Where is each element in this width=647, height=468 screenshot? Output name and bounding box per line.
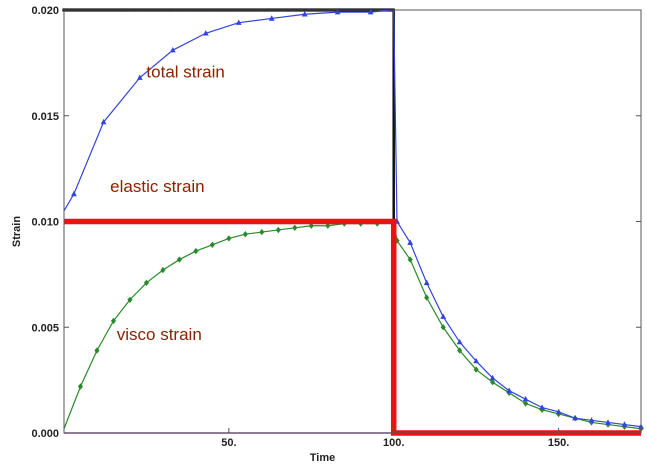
y-tick-label: 0.020: [31, 5, 59, 17]
data-point: [456, 338, 463, 345]
x-tick-label: 100.: [383, 437, 404, 449]
data-point: [440, 324, 446, 331]
data-point: [193, 247, 199, 255]
data-point: [489, 374, 496, 381]
data-point: [259, 228, 265, 236]
data-point: [77, 383, 83, 390]
data-point: [440, 313, 447, 319]
y-axis-title: Strain: [11, 216, 23, 247]
data-point: [169, 47, 176, 53]
data-point: [367, 8, 374, 15]
data-point: [127, 296, 133, 303]
data-point: [473, 366, 479, 373]
data-point: [209, 241, 215, 248]
data-point: [506, 387, 512, 393]
annotation-total-strain: total strain: [146, 63, 224, 82]
y-tick-label: 0.005: [31, 322, 59, 334]
data-point: [572, 415, 578, 421]
data-point: [588, 417, 595, 423]
data-point: [268, 15, 275, 21]
data-point: [457, 347, 463, 354]
data-point: [94, 347, 100, 354]
data-point: [202, 30, 209, 36]
data-point: [423, 279, 430, 286]
data-point: [301, 11, 308, 17]
x-axis-title: Time: [310, 452, 335, 464]
annotation-elastic-strain: elastic strain: [110, 177, 204, 196]
annotation-visco-strain: visco strain: [117, 325, 202, 344]
y-tick-label: 0.015: [31, 111, 59, 123]
data-point: [143, 279, 149, 286]
data-point: [473, 357, 479, 364]
data-point: [407, 239, 414, 245]
data-point: [334, 8, 341, 15]
data-point: [100, 118, 107, 125]
data-point: [523, 400, 529, 407]
data-point: [424, 294, 430, 301]
data-point: [490, 379, 496, 386]
data-point: [226, 235, 232, 242]
data-point: [137, 74, 143, 80]
y-tick-label: 0.010: [31, 217, 59, 229]
data-point: [605, 419, 611, 425]
data-point: [110, 317, 116, 325]
series-total-strain: [63, 8, 644, 429]
data-point: [621, 421, 628, 427]
series-line-total-strain: [63, 9, 642, 428]
x-tick-label: 150.: [548, 437, 569, 449]
data-point: [242, 231, 248, 238]
data-point: [407, 256, 413, 263]
data-point: [522, 396, 529, 402]
data-point: [176, 256, 182, 263]
data-point: [235, 19, 242, 25]
y-tick-label: 0.000: [31, 428, 59, 440]
data-point: [539, 404, 545, 410]
data-point: [160, 266, 166, 274]
data-point: [292, 224, 298, 231]
ticks-layer: 0.000 0.005 0.010 0.015 0.020 50. 100. 150.: [31, 5, 641, 449]
x-tick-label: 50.: [221, 437, 236, 449]
data-point: [275, 226, 281, 234]
data-point: [555, 408, 562, 415]
data-point: [71, 190, 77, 197]
